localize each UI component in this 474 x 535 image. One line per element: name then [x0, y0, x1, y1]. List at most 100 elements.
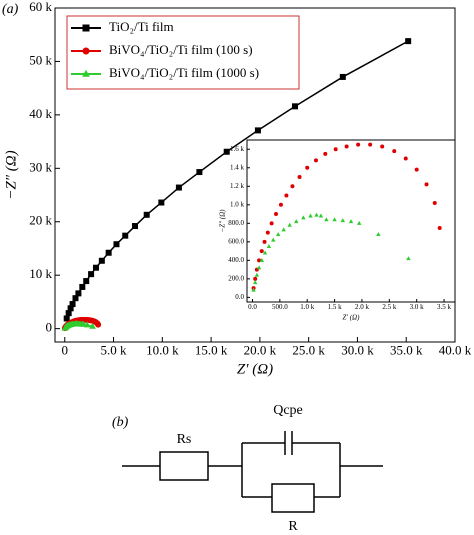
marker [333, 147, 338, 152]
panel-label: (b) [112, 415, 129, 430]
legend-label: BiVO₄/TiO₂/Ti film (100 s) [109, 42, 253, 57]
y-tick-label: 600.0 [228, 237, 244, 245]
y-tick-label: 1.2 k [230, 182, 245, 190]
marker [305, 165, 310, 170]
marker [158, 199, 165, 206]
marker [254, 127, 261, 134]
marker [75, 290, 82, 297]
y-axis-title: −Z″ (Ω) [3, 150, 19, 199]
x-tick-label: 2.5 k [382, 303, 397, 311]
marker [287, 222, 292, 227]
circuit: (b) Rs Qcpe R [112, 403, 383, 534]
x-tick-label: 2.0 k [355, 303, 370, 311]
marker [251, 287, 256, 292]
y-tick-label: 400.0 [228, 256, 244, 264]
marker [67, 305, 74, 312]
y-axis-title: −Z″ (Ω) [219, 209, 227, 233]
marker [318, 213, 324, 218]
resistor-rs [159, 451, 209, 481]
marker [83, 278, 90, 285]
rs-label: Rs [177, 432, 192, 447]
y-tick-label: 10 k [29, 266, 52, 281]
y-tick-label: 1.0 k [230, 200, 245, 208]
x-tick-label: 0 [62, 343, 69, 358]
x-tick-label: 15.0 k [195, 343, 228, 358]
y-tick-label: 50 k [29, 52, 52, 67]
qcpe-label: Qcpe [273, 403, 303, 418]
marker [376, 232, 381, 237]
marker [63, 315, 70, 322]
marker [284, 193, 289, 198]
marker [392, 149, 397, 154]
marker [323, 151, 328, 156]
marker [253, 280, 258, 285]
marker [88, 271, 95, 278]
marker [281, 227, 286, 232]
marker [266, 244, 272, 249]
x-tick-label: 30.0 k [341, 343, 374, 358]
y-tick-label: 1.4 k [230, 163, 245, 171]
marker [89, 322, 96, 329]
panel-label: (a) [2, 2, 19, 17]
marker [82, 24, 90, 32]
marker [95, 321, 102, 328]
marker [313, 158, 318, 163]
marker [254, 272, 260, 277]
y-tick-label: 1.6 k [230, 145, 245, 153]
y-tick-label: 20 k [29, 213, 52, 228]
marker [314, 212, 319, 217]
marker [79, 283, 86, 290]
marker [83, 321, 91, 328]
x-tick-label: 0.0 [248, 303, 257, 311]
marker [72, 295, 79, 302]
x-tick-label: 1.0 k [300, 303, 315, 311]
marker [414, 167, 419, 172]
x-tick-label: 40.0 k [439, 343, 472, 358]
marker [308, 213, 313, 218]
y-tick-label: 60 k [29, 0, 52, 14]
legend-label: BiVO₄/TiO₂/Ti film (1000 s) [109, 65, 259, 80]
marker [132, 223, 138, 230]
marker [259, 249, 264, 254]
y-tick-label: 30 k [29, 159, 52, 174]
x-tick-label: 500.0 [272, 303, 288, 311]
marker [332, 217, 337, 222]
marker [143, 211, 150, 218]
marker [274, 212, 279, 217]
marker [276, 232, 281, 237]
marker [65, 310, 72, 317]
y-tick-label: 200.0 [228, 274, 244, 282]
marker [437, 225, 442, 230]
resistor-r [271, 483, 315, 513]
x-tick-label: 20.0 k [244, 343, 277, 358]
marker [432, 200, 437, 205]
marker [278, 202, 283, 207]
marker [294, 219, 299, 224]
x-tick-label: 3.0 k [410, 303, 425, 311]
marker [403, 156, 408, 161]
x-tick-label: 10.0 k [146, 343, 179, 358]
legend-box [66, 15, 300, 90]
marker [113, 241, 120, 248]
marker [297, 175, 302, 180]
marker [324, 217, 329, 222]
marker [290, 184, 295, 189]
x-tick-label: 35.0 k [390, 343, 423, 358]
marker [122, 232, 129, 239]
x-axis-title: Z′ (Ω) [237, 361, 273, 377]
x-tick-label: 1.5 k [328, 303, 343, 311]
marker [340, 218, 345, 223]
marker [301, 215, 306, 220]
marker [271, 237, 276, 242]
marker [259, 257, 264, 262]
marker [405, 38, 412, 45]
marker [380, 144, 385, 149]
marker [348, 219, 354, 224]
marker [339, 73, 346, 80]
marker [253, 276, 258, 281]
marker [344, 144, 349, 149]
marker [357, 220, 362, 225]
marker [69, 301, 76, 308]
y-tick-label: 40 k [29, 106, 52, 121]
